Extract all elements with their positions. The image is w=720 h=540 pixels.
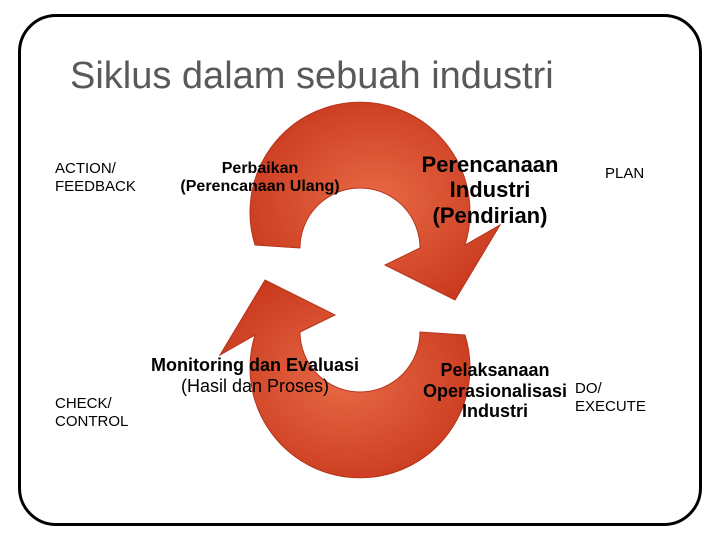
corner-action-feedback: ACTION/FEEDBACK <box>55 160 165 196</box>
node-plan-l3: (Pendirian) <box>390 203 590 228</box>
node-do-l1: Pelaksanaan <box>410 360 580 381</box>
node-action-l1: Perbaikan <box>175 160 345 178</box>
node-check-l2: (Hasil dan Proses) <box>140 376 370 397</box>
corner-plan: PLAN <box>605 165 665 183</box>
corner-plan-text: PLAN <box>605 165 644 182</box>
corner-action-feedback-text: ACTION/FEEDBACK <box>55 160 136 195</box>
node-plan-l2: Industri <box>390 177 590 202</box>
corner-check-control-text: CHECK/CONTROL <box>55 395 128 430</box>
node-plan: Perencanaan Industri (Pendirian) <box>390 152 590 228</box>
corner-do-execute: DO/EXECUTE <box>575 380 665 416</box>
node-action: Perbaikan (Perencanaan Ulang) <box>175 160 345 197</box>
corner-do-execute-text: DO/EXECUTE <box>575 380 646 415</box>
node-check-l1: Monitoring dan Evaluasi <box>140 355 370 376</box>
node-do: Pelaksanaan Operasionalisasi Industri <box>410 360 580 422</box>
node-do-l2: Operasionalisasi Industri <box>410 381 580 422</box>
node-check: Monitoring dan Evaluasi (Hasil dan Prose… <box>140 355 370 396</box>
node-plan-l1: Perencanaan <box>390 152 590 177</box>
corner-check-control: CHECK/CONTROL <box>55 395 165 431</box>
cycle-arrows <box>0 0 720 540</box>
node-action-l2: (Perencanaan Ulang) <box>175 178 345 196</box>
